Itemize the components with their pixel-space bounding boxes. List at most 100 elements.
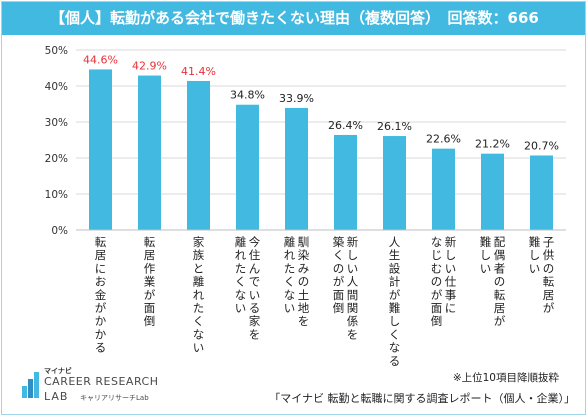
- x-tick-char: 作: [144, 261, 156, 275]
- x-tick-char: 住: [249, 248, 261, 262]
- x-tick-char: 事: [445, 288, 457, 302]
- x-tick-char: の: [494, 275, 506, 289]
- x-tick-char: む: [431, 261, 443, 275]
- x-tick-char: れ: [235, 248, 247, 262]
- x-tick-char: れ: [193, 288, 205, 302]
- bar-7: [383, 136, 406, 230]
- x-tick-char: る: [249, 301, 261, 315]
- x-tick-char: 難: [480, 235, 492, 249]
- x-tick-char: い: [284, 301, 296, 315]
- x-tick-char: 馴: [298, 235, 310, 249]
- career-research-lab-logo: マイナビ CAREER RESEARCH LAB キャリアリサーチLab: [22, 366, 182, 408]
- logo-career-research-text: CAREER RESEARCH: [44, 375, 159, 388]
- x-tick-char: お: [95, 275, 107, 289]
- x-tick-char: 難: [389, 301, 401, 315]
- y-tick-label: 20%: [45, 153, 68, 165]
- data-label: 21.2%: [475, 138, 510, 151]
- x-tick-char: た: [284, 261, 296, 275]
- x-tick-char: の: [543, 261, 555, 275]
- x-tick-char: の: [298, 275, 310, 289]
- x-tick-char: れ: [284, 248, 296, 262]
- x-tick-char: 新: [445, 235, 457, 249]
- x-tick-char: 業: [144, 275, 156, 289]
- x-tick-char: か: [95, 327, 107, 341]
- x-tick-char: 偶: [494, 248, 506, 262]
- x-tick-char: 家: [193, 235, 205, 249]
- bar-9: [481, 153, 504, 230]
- x-tick-char: 族: [193, 248, 205, 262]
- x-tick-char: 離: [284, 235, 296, 249]
- x-tick-char: に: [445, 301, 457, 315]
- x-tick-char: し: [347, 248, 359, 262]
- x-tick-char: な: [389, 341, 401, 355]
- x-tick-char: 難: [529, 235, 541, 249]
- source-citation: 「マイナビ 転勤と転職に関する調査レポート（個人・企業）」: [269, 392, 575, 405]
- x-tick-char: が: [431, 288, 443, 302]
- x-tick-char: し: [389, 314, 401, 328]
- x-tick-label: 難しい: [480, 235, 492, 275]
- data-label: 34.8%: [230, 89, 265, 102]
- x-tick-char: を: [347, 327, 359, 341]
- x-tick-char: く: [193, 314, 205, 328]
- x-tick-char: 転: [494, 288, 506, 302]
- x-tick-char: い: [529, 261, 541, 275]
- x-tick-char: 供: [543, 248, 555, 262]
- x-tick-char: い: [480, 261, 492, 275]
- bar-4: [236, 104, 259, 230]
- x-tick-char: し: [445, 248, 457, 262]
- y-tick-label: 0%: [51, 225, 68, 237]
- bar-10: [530, 155, 553, 230]
- x-tick-char: る: [95, 341, 107, 355]
- x-tick-char: し: [480, 248, 492, 262]
- x-tick-char: が: [144, 288, 156, 302]
- x-tick-char: と: [193, 261, 205, 275]
- x-tick-char: 関: [347, 301, 359, 315]
- y-tick-label: 50%: [45, 45, 68, 57]
- chart-title: 【個人】転勤がある会社で働きたくない理由（複数回答） 回答数：666: [2, 2, 585, 35]
- x-tick-char: 面: [144, 301, 156, 315]
- x-tick-char: 染: [298, 248, 310, 262]
- footnote: ※上位10項目降順抜粋: [452, 372, 559, 384]
- x-tick-char: 家: [249, 314, 261, 328]
- data-label: 22.6%: [426, 133, 461, 146]
- x-tick-char: る: [389, 354, 401, 368]
- x-tick-char: 係: [347, 314, 359, 328]
- x-tick-char: 倒: [431, 314, 443, 328]
- x-tick-char: く: [333, 248, 345, 262]
- x-tick-char: 今: [249, 235, 261, 249]
- y-tick-label: 40%: [45, 81, 68, 93]
- data-label: 41.4%: [181, 65, 216, 78]
- x-tick-char: で: [249, 275, 261, 289]
- x-tick-char: み: [298, 261, 310, 275]
- x-tick-char: 居: [95, 248, 107, 262]
- x-tick-char: 地: [298, 301, 310, 315]
- data-label: 20.7%: [524, 139, 559, 152]
- data-label: 26.1%: [377, 120, 412, 133]
- x-tick-char: い: [235, 301, 247, 315]
- x-tick-char: の: [431, 275, 443, 289]
- bar-3: [187, 80, 210, 231]
- logo-mark-icon: [22, 372, 39, 398]
- x-tick-char: の: [333, 261, 345, 275]
- x-tick-char: な: [193, 327, 205, 341]
- data-label: 33.9%: [279, 92, 314, 105]
- x-tick-char: に: [95, 261, 107, 275]
- x-tick-label: 難しい: [529, 235, 541, 275]
- y-tick-label: 10%: [45, 189, 68, 201]
- x-tick-char: 居: [494, 301, 506, 315]
- x-tick-char: 人: [389, 235, 401, 249]
- x-tick-char: 居: [543, 288, 555, 302]
- x-tick-char: い: [249, 288, 261, 302]
- bar-5: [285, 107, 308, 230]
- logo-sub-text: キャリアリサーチLab: [80, 394, 149, 402]
- x-tick-char: な: [235, 288, 247, 302]
